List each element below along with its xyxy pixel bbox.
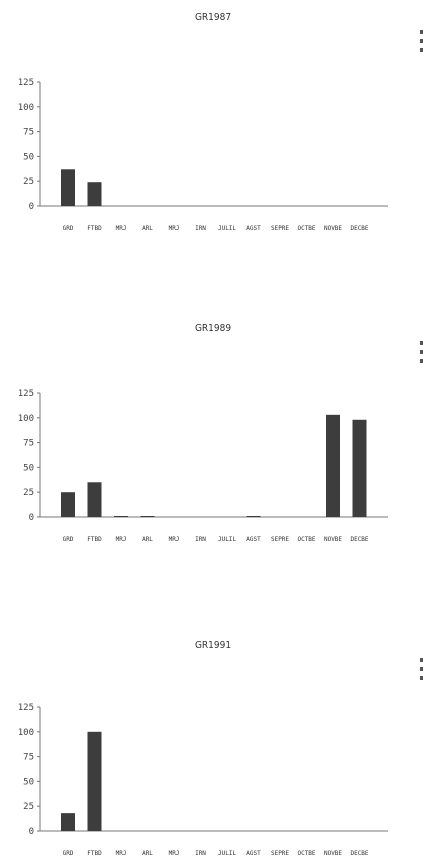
x-tick-label: MRJ — [169, 536, 180, 543]
x-tick-label: ARL — [142, 225, 153, 232]
y-tick-label: 50 — [23, 777, 34, 787]
x-tick-label: NOVBE — [324, 225, 342, 232]
x-tick-label: ARL — [142, 850, 153, 857]
y-tick-label: 25 — [23, 177, 34, 187]
x-tick-label: JULIL — [218, 850, 236, 857]
x-tick-label: FTBD — [87, 225, 102, 232]
y-tick-label: 75 — [23, 128, 34, 138]
y-tick-label: 125 — [18, 703, 34, 713]
x-tick-label: MRJ — [169, 850, 180, 857]
x-tick-label: AGST — [246, 850, 261, 857]
y-tick-label: 100 — [18, 728, 34, 738]
y-tick-label: 125 — [18, 389, 34, 399]
legend-marker — [420, 658, 423, 662]
y-tick-label: 0 — [29, 827, 34, 837]
y-tick-label: 125 — [18, 78, 34, 88]
x-tick-label: GRD — [63, 225, 74, 232]
bar-chart-gr1987: GR1987 0 25 50 75 100 125 GRD FTBD MRJ ARL MRJ IRN JU… — [18, 12, 423, 232]
y-tick-label: 50 — [23, 463, 34, 473]
bar-arl — [140, 516, 155, 517]
x-tick-label: FTBD — [87, 850, 102, 857]
bar-grd — [61, 813, 75, 831]
y-tick-label: 75 — [23, 439, 34, 449]
x-tick-label: SEPRE — [271, 536, 289, 543]
x-tick-label: OCTBE — [297, 225, 315, 232]
bar-ftbd — [87, 731, 102, 831]
bar-grd — [61, 169, 75, 206]
y-tick-label: 0 — [29, 513, 34, 523]
x-tick-label: ARL — [142, 536, 153, 543]
bar-mrj — [114, 516, 128, 517]
x-tick-label: FTBD — [87, 536, 102, 543]
bar-novbe — [326, 414, 340, 517]
x-tick-label: MRJ — [116, 225, 127, 232]
x-tick-label: OCTBE — [297, 536, 315, 543]
legend-marker — [420, 667, 423, 671]
x-tick-label: DECBE — [350, 536, 368, 543]
y-tick-label: 0 — [29, 202, 34, 212]
legend-marker — [420, 359, 423, 363]
bar-grd — [61, 492, 75, 517]
y-tick-label: 50 — [23, 152, 34, 162]
bar-chart-gr1991: GR1991 0 25 50 75 100 125 GRD FTBD MRJ ARL MRJ IRN JU… — [18, 640, 423, 857]
chart-panel-1: GR1987 0 25 50 75 100 125 GRD FTBD MRJ ARL MRJ IRN JU… — [0, 0, 426, 289]
x-tick-label: OCTBE — [297, 850, 315, 857]
y-tick-label: 100 — [18, 103, 34, 113]
y-tick-label: 100 — [18, 414, 34, 424]
y-tick-label: 75 — [23, 753, 34, 763]
x-tick-label: JULIL — [218, 225, 236, 232]
chart-panel-3: GR1991 0 25 50 75 100 125 GRD FTBD MRJ ARL MRJ IRN JU… — [0, 578, 426, 867]
chart-title: GR1987 — [195, 12, 231, 23]
x-tick-label: IRN — [195, 536, 206, 543]
x-tick-label: GRD — [63, 850, 74, 857]
bar-decbe — [352, 419, 367, 517]
x-tick-label: SEPRE — [271, 850, 289, 857]
bar-chart-gr1989: GR1989 0 25 50 75 100 125 GRD FTBD MRJ ARL MRJ IRN JU… — [18, 323, 423, 543]
x-tick-label: MRJ — [116, 536, 127, 543]
x-tick-label: JULIL — [218, 536, 236, 543]
y-tick-label: 25 — [23, 488, 34, 498]
legend-marker — [420, 341, 423, 345]
chart-panel-2: GR1989 0 25 50 75 100 125 GRD FTBD MRJ ARL MRJ IRN JU… — [0, 289, 426, 578]
x-tick-label: IRN — [195, 850, 206, 857]
x-tick-label: IRN — [195, 225, 206, 232]
x-tick-label: GRD — [63, 536, 74, 543]
legend-marker — [420, 350, 423, 354]
legend-marker — [420, 39, 423, 43]
x-tick-label: AGST — [246, 225, 261, 232]
x-tick-label: NOVBE — [324, 850, 342, 857]
x-tick-label: SEPRE — [271, 225, 289, 232]
x-tick-label: MRJ — [116, 850, 127, 857]
x-tick-label: DECBE — [350, 850, 368, 857]
bar-ftbd — [87, 482, 102, 517]
x-tick-label: AGST — [246, 536, 261, 543]
bar-agst — [246, 516, 261, 517]
x-tick-label: MRJ — [169, 225, 180, 232]
x-tick-label: NOVBE — [324, 536, 342, 543]
bar-ftbd — [87, 182, 102, 206]
chart-title: GR1989 — [195, 323, 231, 334]
y-tick-label: 25 — [23, 802, 34, 812]
legend-marker — [420, 30, 423, 34]
x-tick-label: DECBE — [350, 225, 368, 232]
chart-title: GR1991 — [195, 640, 231, 651]
legend-marker — [420, 676, 423, 680]
legend-marker — [420, 48, 423, 52]
